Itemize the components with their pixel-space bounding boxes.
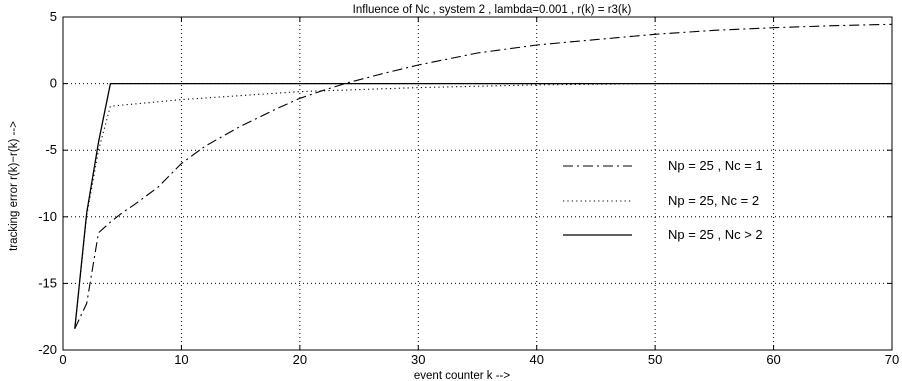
x-tick-label: 70 xyxy=(885,352,899,367)
y-tick-label: -5 xyxy=(45,142,57,157)
series-line-0 xyxy=(74,23,893,329)
x-axis-label: event counter k --> xyxy=(414,370,510,381)
x-tick-label: 0 xyxy=(59,352,66,367)
legend: Np = 25 , Nc = 1 Np = 25, Nc = 2 Np = 25 ,… xyxy=(563,158,763,242)
legend-label-0: Np = 25 , Nc = 1 xyxy=(668,158,763,173)
y-tick-label: -15 xyxy=(38,275,57,290)
plot-frame xyxy=(62,16,893,351)
x-tick-label: 60 xyxy=(766,352,780,367)
tick-labels: 0 10 20 30 40 50 60 70 -20 -15 -10 -5 0 5 xyxy=(38,9,899,367)
y-axis-label: tracking error r(k)−r(k) --> xyxy=(8,121,20,251)
legend-label-1: Np = 25, Nc = 2 xyxy=(668,193,759,208)
series-line-1 xyxy=(74,83,892,329)
x-tick-label: 20 xyxy=(293,352,307,367)
y-tick-label: 5 xyxy=(50,9,57,24)
series-line-2 xyxy=(74,82,892,329)
plot-border xyxy=(62,16,893,351)
legend-label-2: Np = 25 , Nc > 2 xyxy=(668,227,763,242)
y-tick-label: -20 xyxy=(38,342,57,357)
x-tick-label: 10 xyxy=(174,352,188,367)
y-tick-label: -10 xyxy=(38,209,57,224)
series-group xyxy=(74,23,893,329)
y-tick-label: 0 xyxy=(50,76,57,91)
grid xyxy=(63,17,892,350)
x-tick-label: 40 xyxy=(529,352,543,367)
x-tick-label: 30 xyxy=(411,352,425,367)
chart-title: Influence of Nc , system 2 , lambda=0.00… xyxy=(353,4,632,16)
x-tick-label: 50 xyxy=(648,352,662,367)
